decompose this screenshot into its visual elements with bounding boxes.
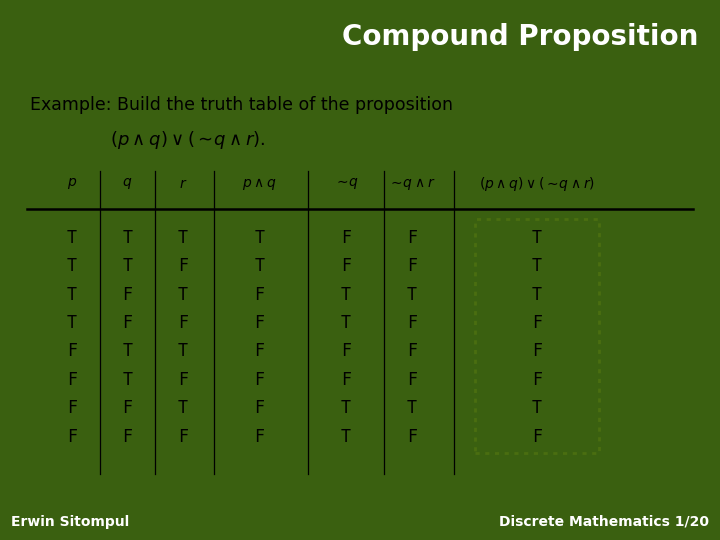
Text: T: T xyxy=(532,286,542,303)
Text: T: T xyxy=(122,342,132,361)
Text: T: T xyxy=(341,286,351,303)
Text: F: F xyxy=(67,428,77,445)
Text: $\sim\!q \wedge r$: $\sim\!q \wedge r$ xyxy=(388,176,436,192)
Text: F: F xyxy=(407,229,417,247)
Text: T: T xyxy=(67,258,77,275)
Text: F: F xyxy=(532,342,542,361)
Text: F: F xyxy=(254,399,264,417)
Text: Compound Proposition: Compound Proposition xyxy=(342,23,698,51)
Text: T: T xyxy=(407,286,417,303)
Text: F: F xyxy=(407,371,417,389)
Text: F: F xyxy=(532,371,542,389)
Text: $\sim\!q$: $\sim\!q$ xyxy=(333,176,359,191)
Text: T: T xyxy=(532,399,542,417)
Text: T: T xyxy=(341,428,351,445)
Text: T: T xyxy=(178,229,188,247)
Text: F: F xyxy=(178,371,188,389)
Text: F: F xyxy=(67,342,77,361)
Text: F: F xyxy=(122,399,132,417)
Text: T: T xyxy=(122,229,132,247)
Text: $(p \wedge q) \vee (\sim\!q \wedge r).$: $(p \wedge q) \vee (\sim\!q \wedge r).$ xyxy=(110,130,266,151)
Text: F: F xyxy=(407,314,417,332)
Text: T: T xyxy=(178,399,188,417)
Text: F: F xyxy=(178,258,188,275)
Text: T: T xyxy=(407,399,417,417)
Text: T: T xyxy=(178,342,188,361)
Text: F: F xyxy=(254,428,264,445)
Text: T: T xyxy=(67,229,77,247)
Text: Discrete Mathematics 1/20: Discrete Mathematics 1/20 xyxy=(499,515,709,529)
Text: F: F xyxy=(254,342,264,361)
Text: F: F xyxy=(341,371,351,389)
Text: F: F xyxy=(122,428,132,445)
Text: T: T xyxy=(341,314,351,332)
Text: F: F xyxy=(407,428,417,445)
Text: F: F xyxy=(122,314,132,332)
Text: F: F xyxy=(254,286,264,303)
Text: Erwin Sitompul: Erwin Sitompul xyxy=(11,515,129,529)
Text: $r$: $r$ xyxy=(179,177,187,191)
Text: F: F xyxy=(341,258,351,275)
Text: F: F xyxy=(254,371,264,389)
Text: F: F xyxy=(532,314,542,332)
Text: T: T xyxy=(122,258,132,275)
Text: T: T xyxy=(122,371,132,389)
Text: F: F xyxy=(532,428,542,445)
Text: T: T xyxy=(532,229,542,247)
Text: F: F xyxy=(178,428,188,445)
Text: T: T xyxy=(67,314,77,332)
Text: Example: Build the truth table of the proposition: Example: Build the truth table of the pr… xyxy=(30,96,454,114)
Text: F: F xyxy=(407,342,417,361)
Text: $(p \wedge q) \vee (\sim\!q \wedge r)$: $(p \wedge q) \vee (\sim\!q \wedge r)$ xyxy=(479,174,595,193)
Text: T: T xyxy=(254,229,264,247)
Text: $q$: $q$ xyxy=(122,176,132,191)
Text: F: F xyxy=(178,314,188,332)
Text: F: F xyxy=(122,286,132,303)
Text: F: F xyxy=(67,371,77,389)
Text: F: F xyxy=(407,258,417,275)
Text: F: F xyxy=(341,229,351,247)
Text: F: F xyxy=(254,314,264,332)
Text: T: T xyxy=(67,286,77,303)
Text: T: T xyxy=(532,258,542,275)
Text: F: F xyxy=(341,342,351,361)
Text: F: F xyxy=(67,399,77,417)
Text: T: T xyxy=(178,286,188,303)
Text: T: T xyxy=(254,258,264,275)
Text: T: T xyxy=(341,399,351,417)
Text: $p$: $p$ xyxy=(67,176,77,191)
Text: $p \wedge q$: $p \wedge q$ xyxy=(242,176,276,192)
